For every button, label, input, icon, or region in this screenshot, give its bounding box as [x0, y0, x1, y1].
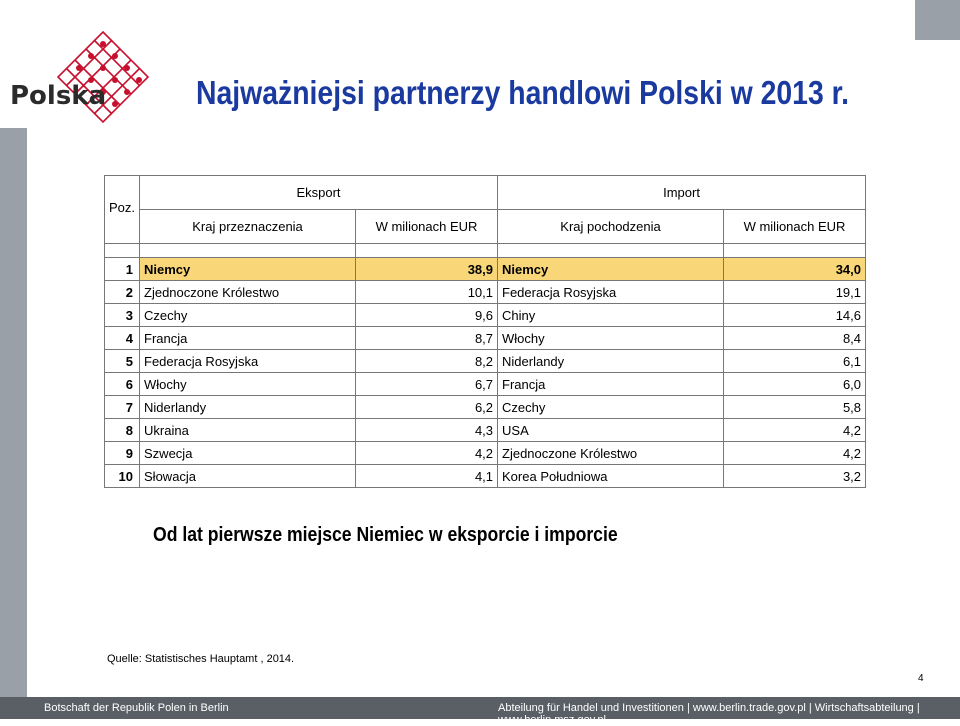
- footer-left-text: Botschaft der Republik Polen in Berlin: [44, 702, 229, 714]
- export-country-cell: Niderlandy: [139, 395, 357, 419]
- import-value-cell: 4,2: [723, 441, 867, 465]
- export-country-cell: Włochy: [139, 372, 357, 396]
- column-header-row: Kraj przeznaczenia W milionach EUR Kraj …: [105, 209, 867, 244]
- import-header: Import: [497, 175, 867, 210]
- table-row: 8 Ukraina 4,3 USA 4,2: [103, 418, 867, 442]
- table-row: 3 Czechy 9,6 Chiny 14,6: [103, 303, 867, 327]
- table-row: 5 Federacja Rosyjska 8,2 Niderlandy 6,1: [103, 349, 867, 373]
- footer-bar: Botschaft der Republik Polen in Berlin A…: [0, 697, 960, 726]
- table-row: 1 Niemcy 38,9 Niemcy 34,0: [103, 257, 867, 281]
- export-country-cell: Niemcy: [139, 257, 357, 281]
- import-country-cell: Czechy: [497, 395, 725, 419]
- source-note: Quelle: Statistisches Hauptamt , 2014.: [107, 653, 295, 665]
- rank-cell: 3: [103, 303, 141, 327]
- export-value-cell: 4,1: [355, 464, 499, 488]
- export-value-cell: 6,7: [355, 372, 499, 396]
- export-country-cell: Słowacja: [139, 464, 357, 488]
- export-value-cell: 10,1: [355, 280, 499, 304]
- page-title: Najważniejsi partnerzy handlowi Polski w…: [196, 74, 849, 111]
- export-value-cell: 8,2: [355, 349, 499, 373]
- rank-cell: 6: [103, 372, 141, 396]
- import-value-cell: 3,2: [723, 464, 867, 488]
- table-row: 7 Niderlandy 6,2 Czechy 5,8: [103, 395, 867, 419]
- rank-cell: 7: [103, 395, 141, 419]
- table-row: 10 Słowacja 4,1 Korea Południowa 3,2: [103, 464, 867, 488]
- logo-lattice-icon: [56, 30, 150, 124]
- trade-partners-table: Poz. Eksport Import Kraj przeznaczenia W…: [103, 175, 867, 488]
- rank-cell: 10: [103, 464, 141, 488]
- import-country-cell: Korea Południowa: [497, 464, 725, 488]
- export-country-cell: Francja: [139, 326, 357, 350]
- polska-logo: [8, 30, 168, 130]
- import-value-cell: 6,0: [723, 372, 867, 396]
- rank-cell: 4: [103, 326, 141, 350]
- rank-cell: 9: [103, 441, 141, 465]
- export-country-header: Kraj przeznaczenia: [139, 209, 357, 244]
- separator-row: [103, 243, 867, 258]
- import-country-cell: Włochy: [497, 326, 725, 350]
- table-body: 1 Niemcy 38,9 Niemcy 34,0 2 Zjednoczone Króles…: [103, 257, 867, 488]
- export-value-cell: 8,7: [355, 326, 499, 350]
- table-row: 4 Francja 8,7 Włochy 8,4: [103, 326, 867, 350]
- page-number: 4: [918, 673, 924, 684]
- export-country-cell: Czechy: [139, 303, 357, 327]
- footer-right-text: Abteilung für Handel und Investitionen |…: [498, 702, 920, 726]
- table-row: 6 Włochy 6,7 Francja 6,0: [103, 372, 867, 396]
- import-value-cell: 8,4: [723, 326, 867, 350]
- import-country-cell: Francja: [497, 372, 725, 396]
- import-value-cell: 14,6: [723, 303, 867, 327]
- import-country-cell: Zjednoczone Królestwo: [497, 441, 725, 465]
- logo-brand-text: Polska: [10, 81, 107, 111]
- export-country-cell: Szwecja: [139, 441, 357, 465]
- export-country-cell: Ukraina: [139, 418, 357, 442]
- export-header: Eksport: [139, 175, 499, 210]
- table-row: 9 Szwecja 4,2 Zjednoczone Królestwo 4,2: [103, 441, 867, 465]
- import-country-cell: Niderlandy: [497, 349, 725, 373]
- export-country-cell: Federacja Rosyjska: [139, 349, 357, 373]
- summary-text: Od lat pierwsze miejsce Niemiec w ekspor…: [153, 524, 618, 546]
- group-header-row: Poz. Eksport Import: [103, 175, 867, 244]
- rank-cell: 8: [103, 418, 141, 442]
- export-value-cell: 4,3: [355, 418, 499, 442]
- import-country-cell: Federacja Rosyjska: [497, 280, 725, 304]
- rank-cell: 5: [103, 349, 141, 373]
- table-row: 2 Zjednoczone Królestwo 10,1 Federacja Rosy…: [103, 280, 867, 304]
- import-country-cell: Niemcy: [497, 257, 725, 281]
- import-country-cell: USA: [497, 418, 725, 442]
- export-value-cell: 9,6: [355, 303, 499, 327]
- import-country-header: Kraj pochodzenia: [497, 209, 725, 244]
- export-value-header: W milionach EUR: [355, 209, 499, 244]
- export-value-cell: 4,2: [355, 441, 499, 465]
- export-country-cell: Zjednoczone Królestwo: [139, 280, 357, 304]
- export-value-cell: 38,9: [355, 257, 499, 281]
- import-country-cell: Chiny: [497, 303, 725, 327]
- rank-cell: 2: [103, 280, 141, 304]
- corner-decor: [915, 0, 960, 40]
- position-header: Poz.: [103, 175, 141, 244]
- rank-cell: 1: [103, 257, 141, 281]
- import-value-cell: 5,8: [723, 395, 867, 419]
- import-value-cell: 34,0: [723, 257, 867, 281]
- import-value-cell: 19,1: [723, 280, 867, 304]
- export-value-cell: 6,2: [355, 395, 499, 419]
- import-value-header: W milionach EUR: [723, 209, 867, 244]
- import-value-cell: 4,2: [723, 418, 867, 442]
- import-value-cell: 6,1: [723, 349, 867, 373]
- logo-area: [0, 0, 165, 128]
